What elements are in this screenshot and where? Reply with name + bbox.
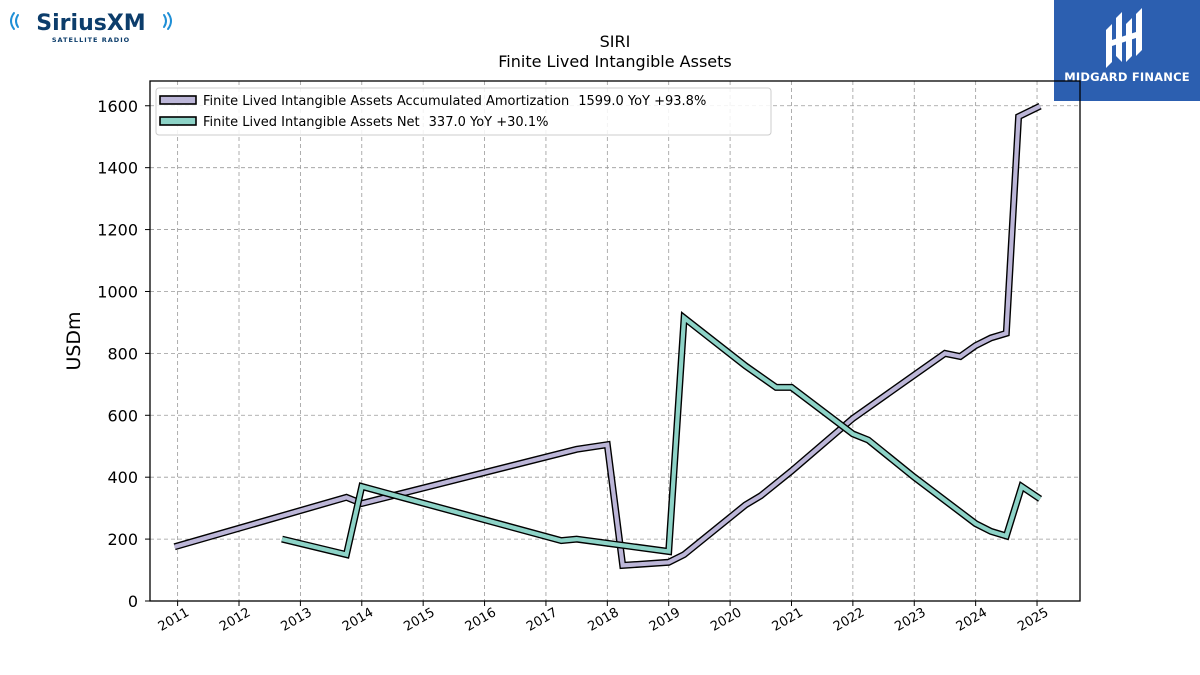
x-tick-label: 2021 [770, 605, 806, 635]
x-tick-label: 2019 [647, 605, 683, 635]
x-tick-label: 2016 [463, 605, 499, 635]
x-tick-label: 2015 [401, 605, 437, 635]
y-tick-label: 0 [128, 592, 138, 611]
y-tick-label: 1000 [97, 282, 138, 301]
y-tick-label: 1200 [97, 221, 138, 240]
y-tick-label: 200 [107, 530, 138, 549]
y-axis-label: USDm [63, 311, 85, 370]
axis-ticks: 0 200 400 600 800 1000 1200 1400 1600 2011 2012 201… [97, 97, 1051, 635]
y-tick-label: 400 [107, 468, 138, 487]
x-tick-label: 2017 [524, 605, 560, 635]
legend-label-1: Finite Lived Intangible Assets Net 337.0 … [203, 115, 548, 130]
signal-wave-icon [10, 12, 15, 30]
legend-swatch-1 [159, 116, 197, 126]
legend-label-0: Finite Lived Intangible Assets Accumulat… [203, 94, 706, 109]
legend-series-name: Finite Lived Intangible Assets Net [203, 115, 420, 130]
y-tick-label: 1600 [97, 97, 138, 116]
legend-series-value: 1599.0 YoY +93.8% [578, 94, 706, 109]
y-tick-label: 1400 [97, 159, 138, 178]
y-tick-label: 600 [107, 406, 138, 425]
logo-brand-text: MIDGARD FINANCE [1064, 70, 1190, 84]
legend-swatch-0 [159, 95, 197, 105]
legend-box [155, 87, 772, 136]
midgard-finance-logo: MIDGARD FINANCE [1054, 0, 1200, 101]
x-tick-label: 2022 [831, 605, 867, 635]
x-tick-label: 2012 [217, 605, 253, 635]
x-tick-label: 2018 [585, 605, 621, 635]
chart-title: SIRI [600, 32, 631, 51]
x-tick-label: 2023 [892, 605, 928, 635]
series-0-line [174, 104, 1042, 568]
x-tick-label: 2024 [954, 605, 990, 635]
x-tick-label: 2014 [340, 605, 376, 635]
logo-subtext: SATELLITE RADIO [52, 36, 130, 44]
x-tick-label: 2013 [279, 605, 315, 635]
y-tick-label: 800 [107, 344, 138, 363]
legend-series-value: 337.0 YoY +30.1% [429, 115, 549, 130]
x-tick-label: 2025 [1015, 605, 1051, 635]
logo-wordmark: SiriusXM [36, 11, 145, 36]
siriusxm-logo: SiriusXM SATELLITE RADIO [10, 11, 172, 44]
midgard-emblem-icon [1106, 8, 1142, 68]
legend: Finite Lived Intangible Assets Accumulat… [155, 87, 772, 136]
x-tick-label: 2020 [708, 605, 744, 635]
x-tick-label: 2011 [156, 605, 192, 635]
chart-subtitle: Finite Lived Intangible Assets [498, 52, 731, 71]
series-1-line [281, 313, 1042, 558]
plot-frame [149, 80, 1081, 602]
series-lines [173, 102, 1043, 570]
legend-series-name: Finite Lived Intangible Assets Accumulat… [203, 94, 569, 109]
